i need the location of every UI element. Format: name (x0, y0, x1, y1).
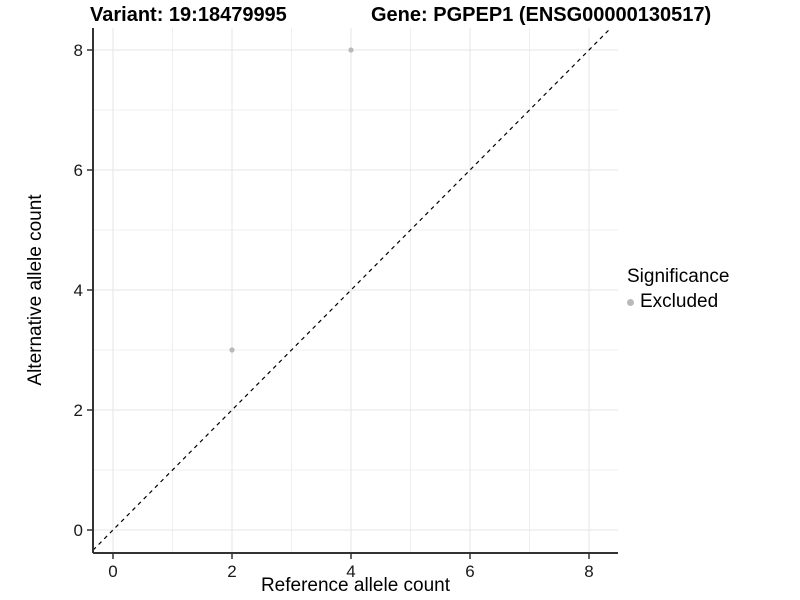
legend-title: Significance (627, 266, 730, 287)
y-tick-label: 0 (74, 521, 83, 540)
x-tick-label: 2 (227, 562, 236, 581)
x-tick-label: 0 (108, 562, 117, 581)
data-point (348, 47, 354, 53)
plot-title-gene: Gene: PGPEP1 (ENSG00000130517) (371, 4, 712, 26)
legend-item-excluded: Excluded (627, 291, 729, 313)
y-axis-title: Alternative allele count (25, 194, 46, 386)
legend-item-label: Excluded (640, 291, 719, 312)
legend: Significance Excluded (627, 266, 729, 313)
x-tick-label: 6 (465, 562, 474, 581)
x-axis-title: Reference allele count (260, 575, 451, 596)
y-tick-label: 2 (74, 401, 83, 420)
data-point (229, 347, 235, 353)
identity-reference-line (92, 27, 612, 551)
y-tick-label: 6 (74, 161, 83, 180)
x-tick-label: 4 (346, 562, 355, 581)
plot-title-variant: Variant: 19:18479995 (90, 4, 287, 26)
point-icon (627, 298, 634, 306)
y-tick-label: 4 (74, 281, 83, 300)
x-tick-label: 8 (584, 562, 593, 581)
y-tick-label: 8 (74, 41, 83, 60)
